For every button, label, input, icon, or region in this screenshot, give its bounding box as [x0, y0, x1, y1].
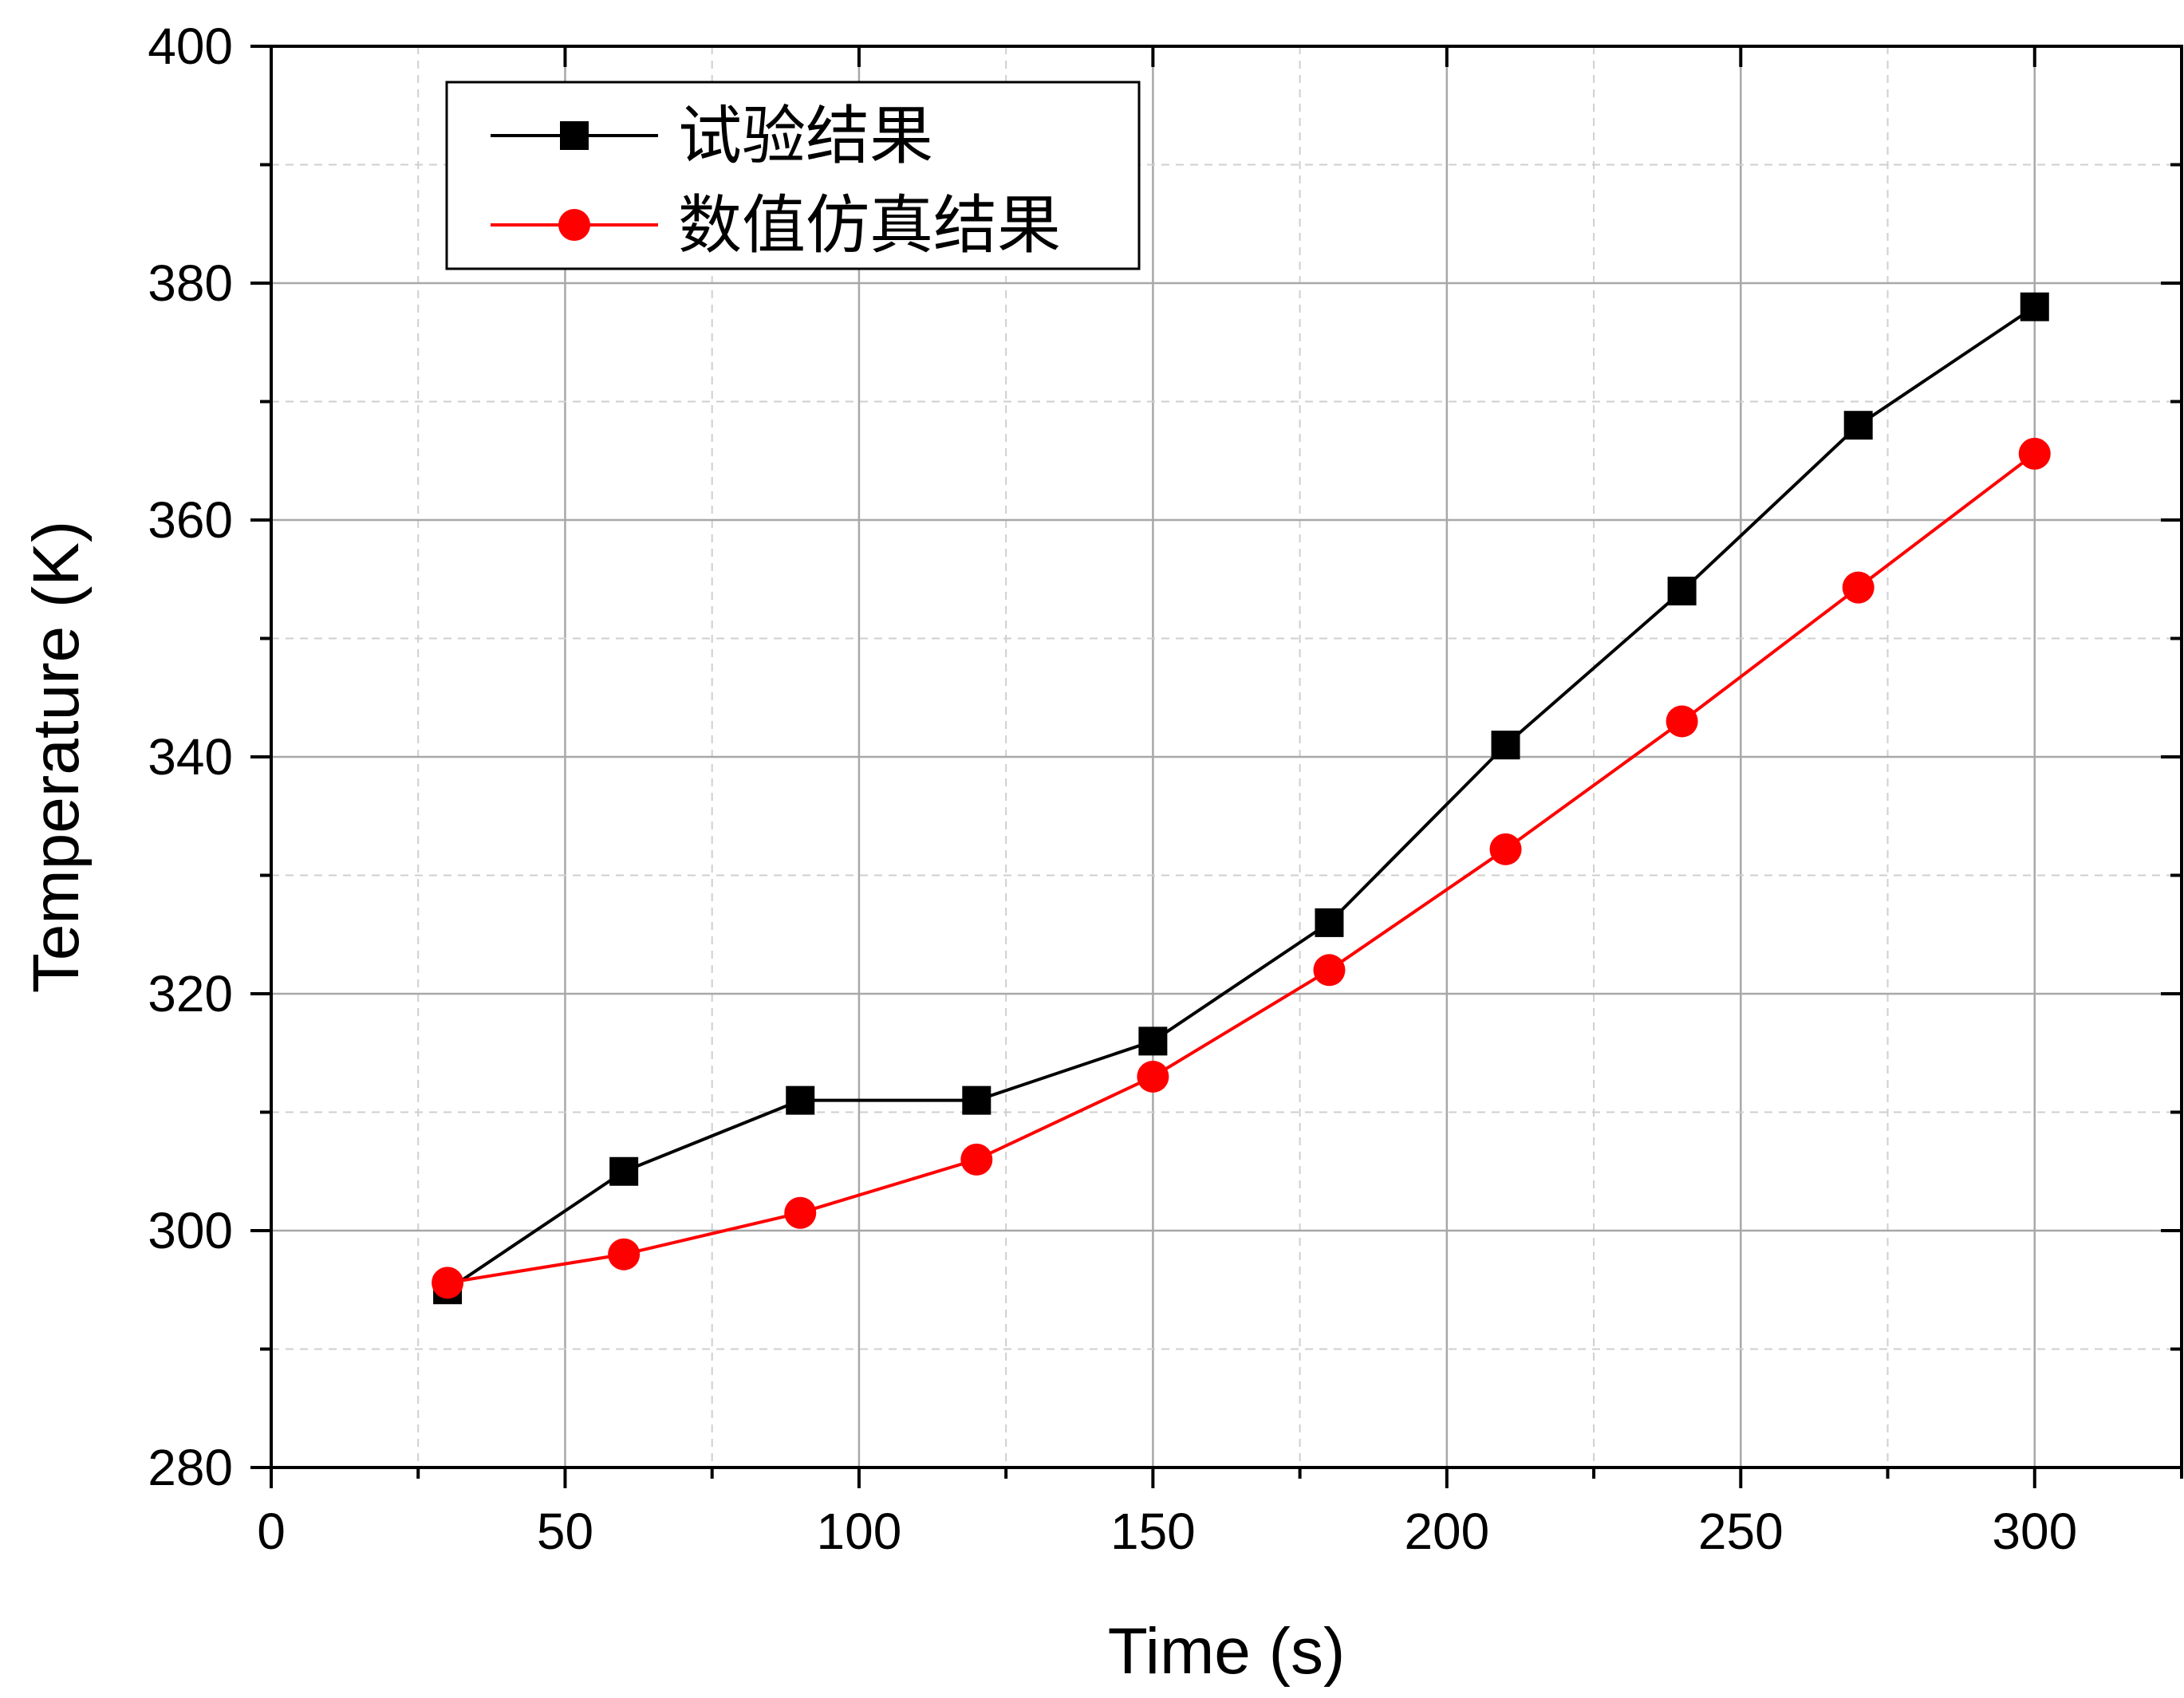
legend-swatch-marker [560, 121, 589, 150]
y-tick-label: 380 [148, 254, 233, 312]
series-2-point [1313, 954, 1346, 987]
grid [271, 46, 2182, 1468]
series-layer [432, 292, 2051, 1305]
series-2-point [2018, 437, 2051, 470]
series-2-point [1489, 833, 1522, 865]
y-tick-label: 360 [148, 491, 233, 549]
y-tick-label: 400 [148, 18, 233, 75]
legend-label: 试验结果 [678, 99, 933, 173]
series-1-line [446, 305, 2036, 1291]
series-2-point [784, 1196, 817, 1229]
y-tick-label: 280 [148, 1439, 233, 1496]
series-2 [432, 437, 2051, 1299]
axis-ticks: 0 50 100 150 200 250 300 280 300 320 340 360 380 400 [148, 18, 2183, 1560]
series-1-point [609, 1156, 639, 1186]
legend-entry-1: 试验结果 [491, 99, 933, 173]
legend-label: 数值仿真结果 [678, 188, 1061, 262]
legend-box [445, 81, 1141, 270]
legend-swatch-marker [558, 209, 590, 241]
y-tick-label: 320 [148, 965, 233, 1022]
x-tick-label: 150 [1110, 1503, 1196, 1560]
series-1-point [1315, 908, 1344, 937]
series-1-point [1138, 1026, 1168, 1056]
series-2-point [1137, 1060, 1169, 1093]
series-2-point [1666, 705, 1698, 738]
x-tick-label: 250 [1698, 1503, 1784, 1560]
x-tick-label: 300 [1992, 1503, 2077, 1560]
series-1-point [1667, 577, 1697, 606]
x-axis-title: Time (s) [1108, 1615, 1346, 1688]
series-1-point [2020, 292, 2049, 321]
x-tick-label: 200 [1404, 1503, 1489, 1560]
series-2-line [447, 452, 2036, 1285]
legend-entry-2: 数值仿真结果 [491, 188, 1061, 262]
series-1-point [1491, 731, 1520, 760]
x-tick-label: 0 [257, 1503, 286, 1560]
series-2-point [432, 1267, 464, 1299]
x-tick-label: 100 [817, 1503, 902, 1560]
x-tick-label: 50 [537, 1503, 593, 1560]
series-1-point [786, 1085, 815, 1115]
series-1-point [962, 1085, 991, 1115]
y-tick-label: 340 [148, 728, 233, 786]
series-2-point [960, 1143, 993, 1176]
series-1-point [1843, 411, 1873, 440]
series-2-point [608, 1238, 641, 1271]
y-axis-title: Temperature (K) [20, 521, 93, 993]
series-1 [433, 292, 2049, 1305]
series-2-point [1842, 571, 1875, 604]
y-tick-label: 300 [148, 1202, 233, 1259]
